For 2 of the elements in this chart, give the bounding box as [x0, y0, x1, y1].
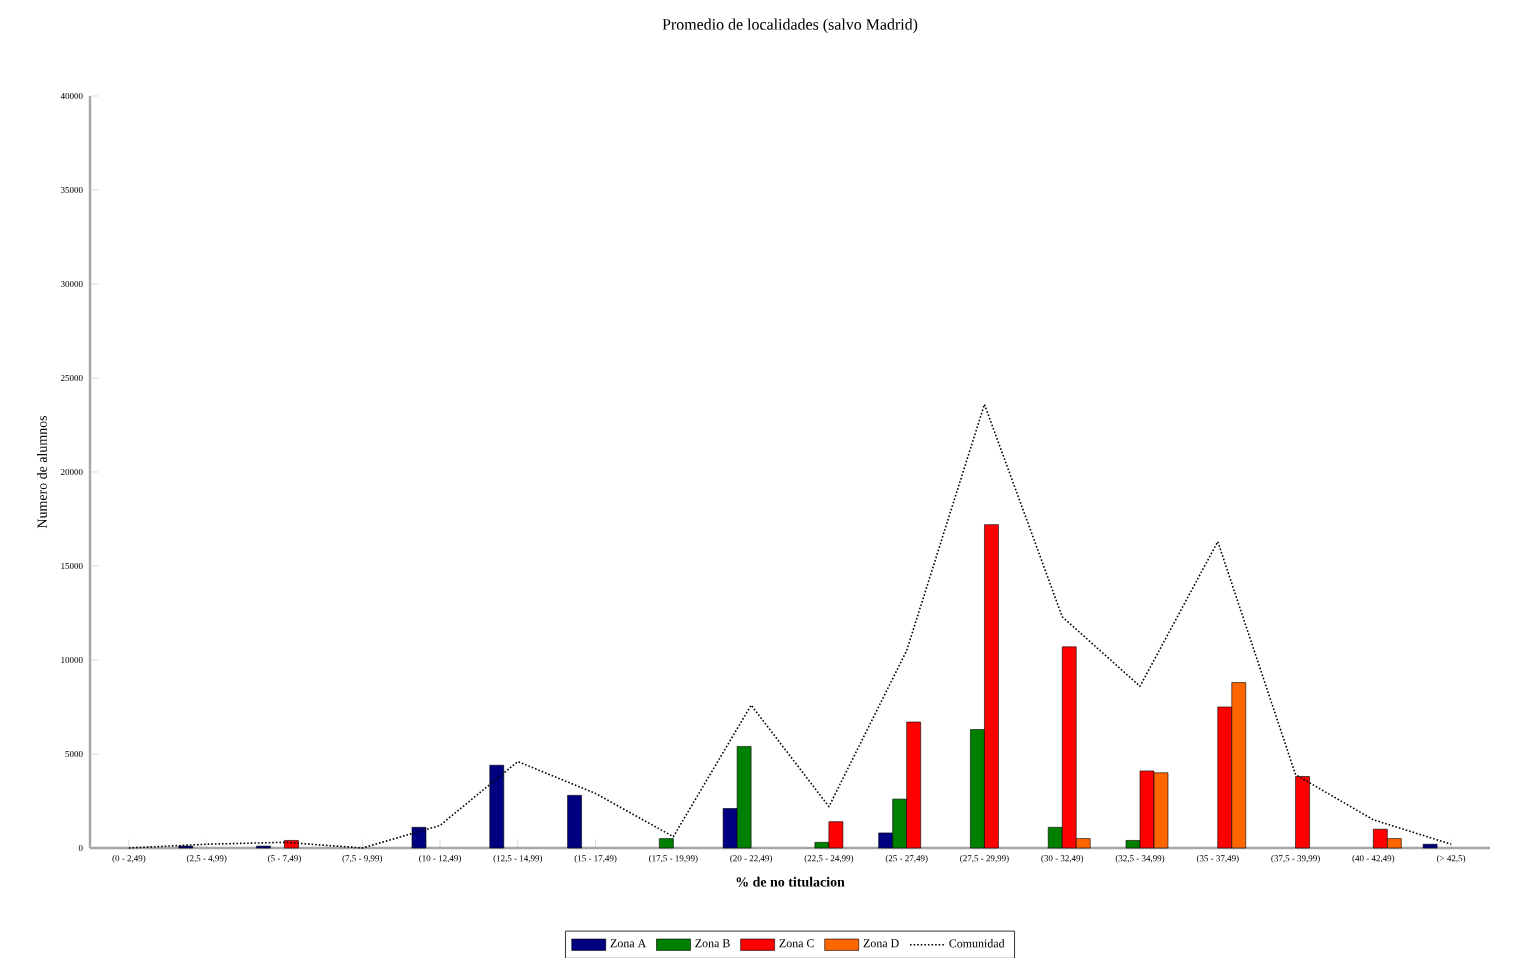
line-series — [128, 403, 1452, 849]
bar — [567, 794, 582, 848]
